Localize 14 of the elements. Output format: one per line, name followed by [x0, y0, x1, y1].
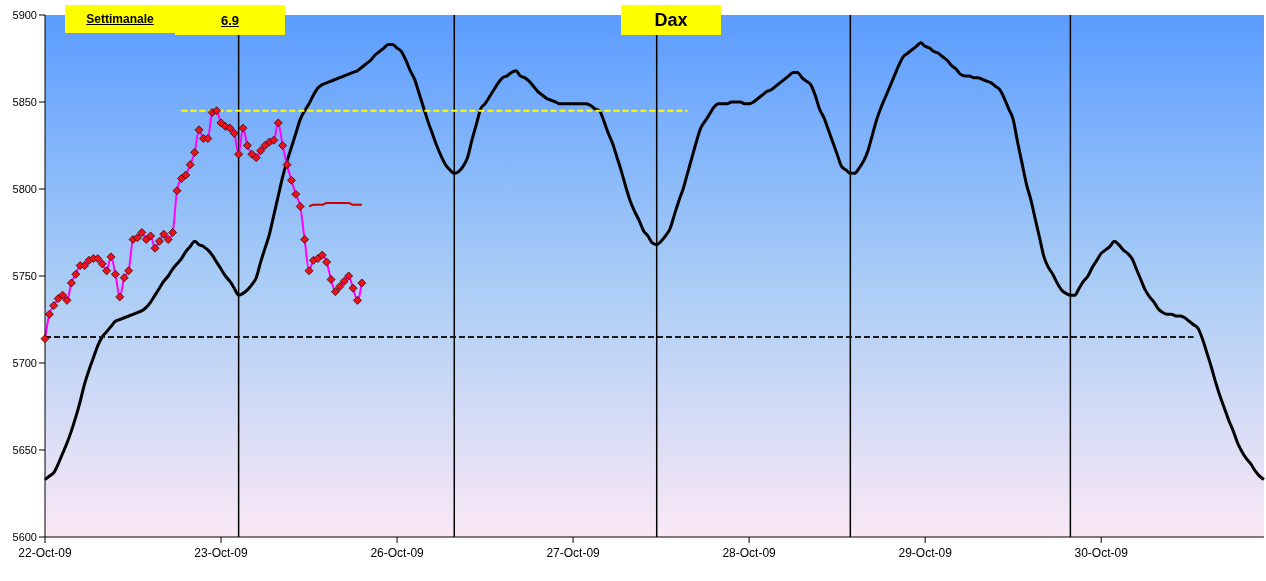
y-tick-label: 5650 — [12, 443, 37, 456]
y-tick-label: 5800 — [12, 182, 37, 195]
y-tick-label: 5600 — [12, 530, 37, 543]
x-tick-label: 27-Oct-09 — [546, 546, 601, 560]
x-tick-label: 29-Oct-09 — [898, 546, 953, 560]
x-tick-label: 26-Oct-09 — [370, 546, 425, 560]
x-tick-label: 22-Oct-09 — [18, 546, 72, 560]
x-tick-label: 30-Oct-09 — [1074, 546, 1129, 560]
y-tick-label: 5750 — [12, 269, 37, 282]
y-tick-label: 5700 — [12, 356, 37, 369]
x-tick-label: 28-Oct-09 — [722, 546, 777, 560]
y-tick-label: 5850 — [12, 95, 37, 108]
x-tick-label: 23-Oct-09 — [194, 546, 249, 560]
y-tick-label: 5900 — [12, 8, 37, 21]
